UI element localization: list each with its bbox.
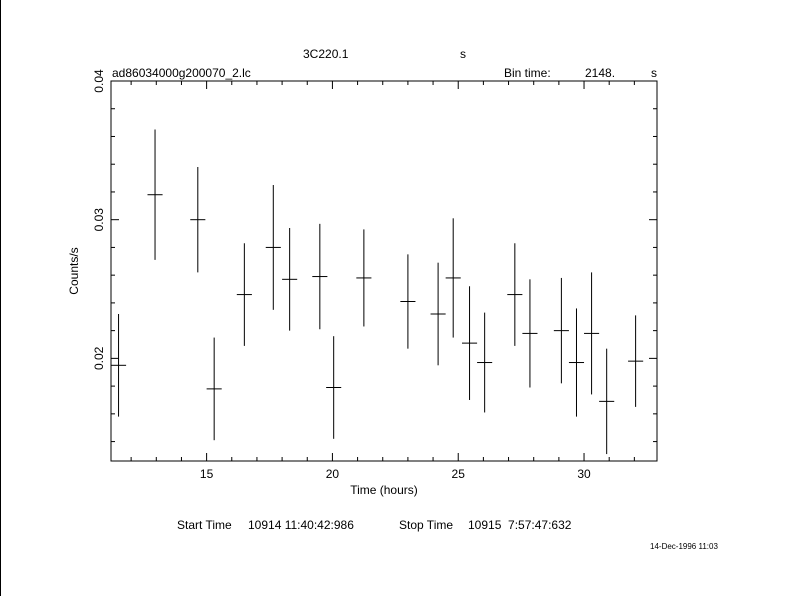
y-tick-label: 0.04 [92, 69, 106, 93]
source-name: 3C220.1 [303, 47, 349, 61]
data-point [507, 243, 523, 346]
data-point [190, 166, 206, 273]
x-axis-label: Time (hours) [350, 483, 418, 497]
data-point [599, 348, 615, 455]
y-axis-label: Counts/s [67, 247, 81, 294]
y-tick-label: 0.03 [92, 208, 106, 232]
data-point [400, 254, 416, 349]
data-point [265, 185, 281, 310]
bin-time-label: Bin time: [504, 66, 551, 80]
data-point [430, 262, 446, 366]
data-point [477, 312, 493, 413]
x-tick-label: 20 [326, 467, 340, 481]
stop-time-label: Stop Time [399, 518, 454, 532]
data-point [553, 277, 569, 384]
data-point [206, 337, 222, 441]
data-point [326, 336, 342, 439]
data-point [312, 223, 328, 330]
data-point [462, 286, 478, 400]
data-point [628, 315, 644, 407]
stop-time-value: 10915 7:57:47:632 [468, 518, 572, 532]
x-tick-label: 15 [200, 467, 214, 481]
data-point [568, 308, 585, 417]
start-time-value: 10914 11:40:42:986 [248, 518, 354, 532]
data-point [584, 272, 600, 395]
plot-timestamp: 14-Dec-1996 11:03 [650, 542, 718, 551]
data-point [282, 228, 298, 331]
data-point [236, 243, 252, 346]
start-time-label: Start Time [177, 518, 232, 532]
data-point [111, 313, 127, 417]
y-tick-label: 0.02 [92, 346, 106, 370]
x-tick-label: 30 [577, 467, 591, 481]
bin-time-unit: s [651, 66, 657, 80]
data-point [445, 218, 461, 338]
data-point [147, 129, 163, 260]
data-point [356, 229, 372, 327]
file-name: ad86034000g200070_2.lc [112, 66, 251, 80]
window-left-border [0, 0, 1, 596]
data-point [522, 279, 538, 388]
source-unit: s [460, 47, 466, 61]
plot-frame [110, 80, 658, 462]
bin-time-value: 2148. [585, 66, 616, 80]
x-tick-label: 25 [452, 467, 466, 481]
